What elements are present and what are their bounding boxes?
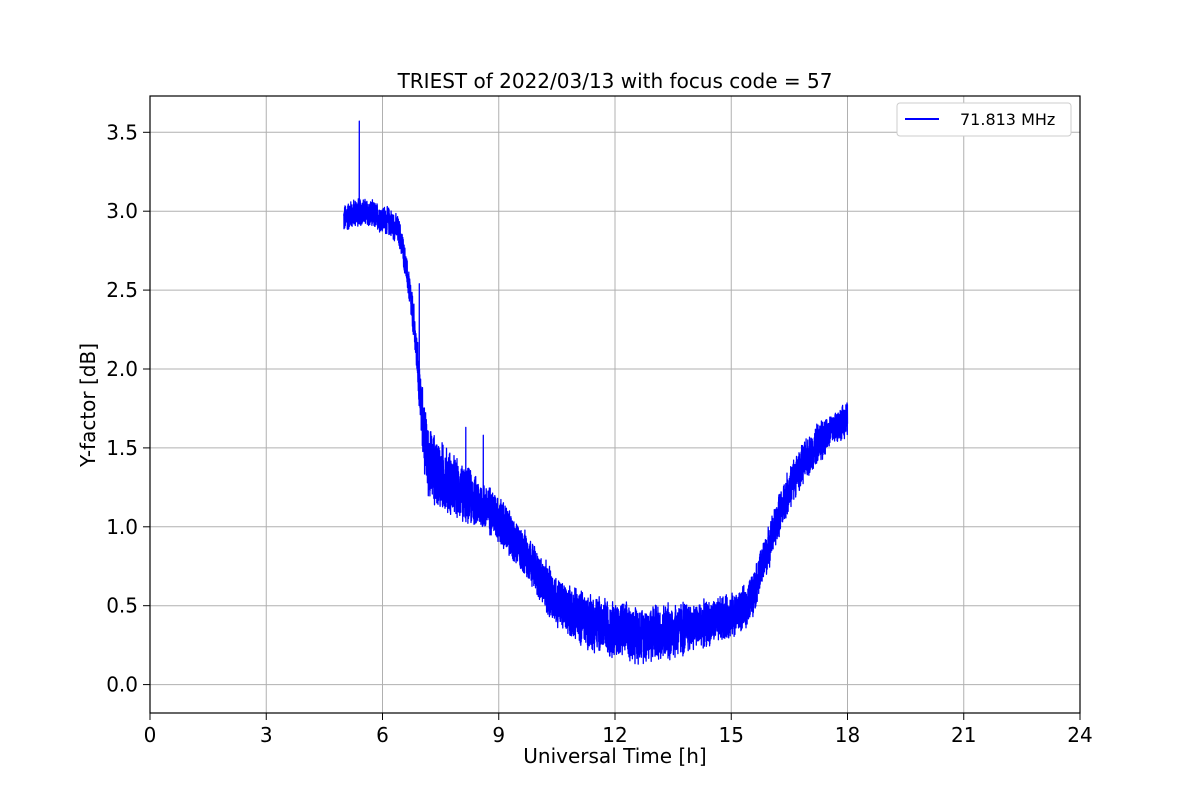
x-tick-label: 21 <box>951 723 976 747</box>
series-line <box>343 120 849 665</box>
legend: 71.813 MHz <box>896 102 1072 137</box>
y-tick-label: 2.0 <box>106 357 138 381</box>
x-tick-label: 12 <box>602 723 627 747</box>
y-tick-label: 0.5 <box>106 594 138 618</box>
chart-title: TRIEST of 2022/03/13 with focus code = 5… <box>397 69 833 93</box>
legend-label-series-1: 71.813 MHz <box>960 110 1055 129</box>
x-tick-label: 15 <box>719 723 744 747</box>
y-tick-label: 1.5 <box>106 436 138 460</box>
x-tick-label: 3 <box>260 723 273 747</box>
y-tick-label: 3.5 <box>106 120 138 144</box>
y-tick-label: 1.0 <box>106 515 138 539</box>
x-tick-label: 9 <box>492 723 505 747</box>
x-tick-label: 24 <box>1067 723 1092 747</box>
series-layer <box>343 120 849 665</box>
y-tick-label: 3.0 <box>106 199 138 223</box>
legend-box <box>896 102 1072 137</box>
tick-layer: 0 3 6 9 12 15 18 21 24 0.0 0.5 1.0 1.5 2.0 2.5 3.0 3.5 <box>106 120 1093 747</box>
x-axis-label: Universal Time [h] <box>523 744 706 768</box>
y-axis-label: Y-factor [dB] <box>76 343 100 468</box>
x-tick-label: 0 <box>144 723 157 747</box>
y-tick-label: 0.0 <box>106 673 138 697</box>
x-tick-label: 6 <box>376 723 389 747</box>
y-tick-label: 2.5 <box>106 278 138 302</box>
grid-layer <box>149 96 1081 713</box>
x-tick-label: 18 <box>835 723 860 747</box>
